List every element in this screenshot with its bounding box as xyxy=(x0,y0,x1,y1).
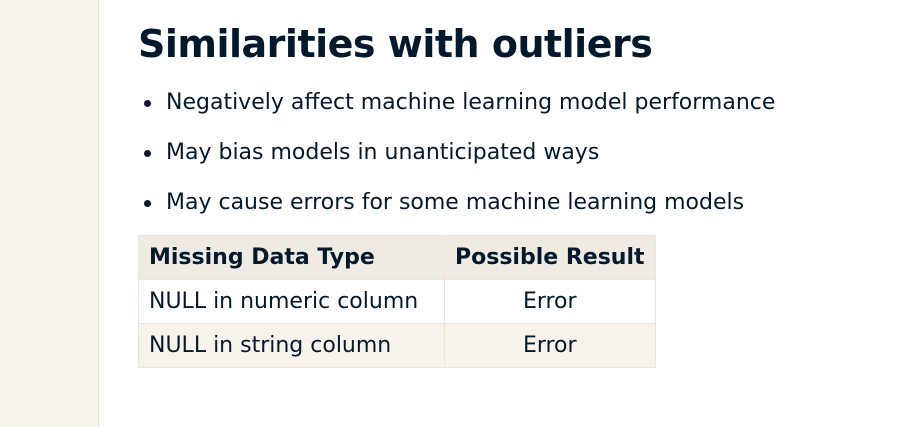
left-panel xyxy=(0,0,99,427)
column-header-missing-data-type: Missing Data Type xyxy=(138,235,445,280)
table-cell-result: Error xyxy=(444,279,656,324)
bullet-item: May bias models in unanticipated ways xyxy=(138,136,775,186)
table-header-row: Missing Data Type Possible Result xyxy=(138,235,656,280)
table-row: NULL in string column Error xyxy=(138,323,656,368)
bullet-item: Negatively affect machine learning model… xyxy=(138,86,775,136)
table-cell-type: NULL in numeric column xyxy=(138,279,445,324)
table-cell-result: Error xyxy=(444,323,656,368)
bullet-list: Negatively affect machine learning model… xyxy=(138,86,775,236)
missing-data-table: Missing Data Type Possible Result NULL i… xyxy=(138,235,656,368)
column-header-possible-result: Possible Result xyxy=(444,235,656,280)
table-cell-type: NULL in string column xyxy=(138,323,445,368)
table-row: NULL in numeric column Error xyxy=(138,279,656,324)
slide-title: Similarities with outliers xyxy=(138,22,653,66)
bullet-item: May cause errors for some machine learni… xyxy=(138,186,775,236)
